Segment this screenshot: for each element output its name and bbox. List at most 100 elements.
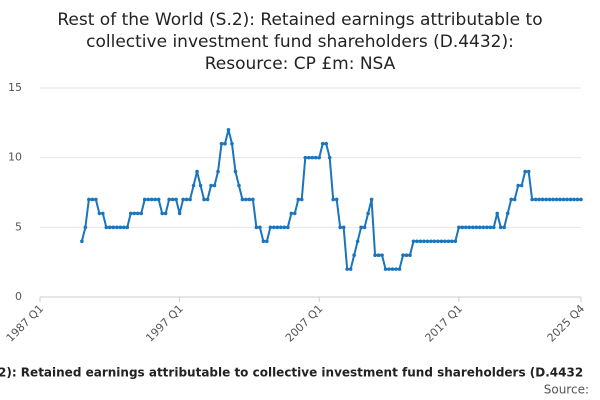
point bbox=[128, 211, 133, 216]
point bbox=[401, 253, 405, 257]
point bbox=[233, 169, 238, 174]
point bbox=[320, 141, 325, 146]
point bbox=[484, 225, 489, 230]
point bbox=[474, 225, 479, 230]
point bbox=[516, 183, 520, 188]
point bbox=[289, 211, 294, 216]
point bbox=[394, 267, 398, 271]
point bbox=[174, 197, 178, 202]
point bbox=[87, 197, 91, 202]
chart-title: Resource: CP £m: NSA bbox=[205, 54, 396, 74]
point bbox=[488, 225, 493, 230]
point bbox=[544, 197, 548, 202]
point bbox=[341, 225, 346, 230]
point bbox=[303, 155, 308, 160]
point bbox=[418, 239, 423, 244]
point bbox=[491, 225, 496, 230]
point bbox=[502, 225, 507, 230]
point bbox=[453, 239, 458, 244]
point bbox=[195, 169, 199, 174]
point bbox=[209, 183, 213, 188]
point bbox=[352, 253, 356, 257]
point bbox=[415, 239, 419, 244]
point bbox=[558, 197, 562, 202]
point bbox=[118, 225, 123, 230]
point bbox=[547, 197, 552, 202]
point bbox=[327, 155, 332, 160]
x-tick-label: 2017 Q1 bbox=[423, 302, 466, 345]
point bbox=[481, 225, 486, 230]
point bbox=[212, 183, 217, 188]
point bbox=[80, 239, 84, 244]
point bbox=[554, 197, 559, 202]
point bbox=[422, 239, 426, 244]
point bbox=[439, 239, 444, 244]
point bbox=[167, 197, 171, 202]
y-tick-label: 0 bbox=[15, 290, 22, 303]
point bbox=[397, 267, 402, 271]
point bbox=[244, 197, 248, 202]
point bbox=[523, 169, 527, 174]
point bbox=[530, 197, 534, 202]
point bbox=[317, 155, 322, 160]
point bbox=[226, 128, 231, 132]
point bbox=[359, 225, 363, 230]
point bbox=[286, 225, 290, 230]
point bbox=[125, 225, 130, 230]
point bbox=[526, 169, 531, 174]
x-tick-label: 2025 Q4 bbox=[545, 302, 588, 345]
point bbox=[191, 183, 196, 188]
point bbox=[446, 239, 451, 244]
point bbox=[272, 225, 276, 230]
point bbox=[383, 267, 388, 271]
point bbox=[198, 183, 203, 188]
point bbox=[380, 253, 384, 257]
point bbox=[310, 155, 315, 160]
point bbox=[345, 267, 349, 271]
chart-title: collective investment fund shareholders … bbox=[86, 32, 514, 52]
point bbox=[132, 211, 137, 216]
point bbox=[160, 211, 164, 216]
point bbox=[467, 225, 472, 230]
point bbox=[237, 183, 241, 188]
point bbox=[296, 197, 301, 202]
source: Source: bbox=[544, 383, 589, 397]
point bbox=[338, 225, 342, 230]
point bbox=[537, 197, 541, 202]
chart-title: Rest of the World (S.2): Retained earnin… bbox=[57, 10, 542, 30]
point bbox=[565, 197, 569, 202]
point bbox=[108, 225, 112, 230]
point bbox=[348, 267, 353, 271]
x-tick-label: 1997 Q1 bbox=[143, 302, 186, 345]
point bbox=[432, 239, 437, 244]
point bbox=[495, 211, 500, 216]
point bbox=[533, 197, 538, 202]
point bbox=[135, 211, 140, 216]
point bbox=[568, 197, 573, 202]
point bbox=[404, 253, 409, 257]
point bbox=[258, 225, 262, 230]
point bbox=[331, 197, 335, 202]
point bbox=[282, 225, 287, 230]
point bbox=[460, 225, 465, 230]
point bbox=[436, 239, 440, 244]
point bbox=[230, 141, 234, 146]
point bbox=[572, 197, 576, 202]
point bbox=[373, 253, 377, 257]
point bbox=[306, 155, 311, 160]
point bbox=[216, 169, 220, 174]
point bbox=[139, 211, 144, 216]
point bbox=[279, 225, 283, 230]
x-tick-label: 1987 Q1 bbox=[4, 302, 47, 345]
point bbox=[561, 197, 566, 202]
point bbox=[450, 239, 454, 244]
point bbox=[97, 211, 102, 216]
point bbox=[477, 225, 482, 230]
point bbox=[512, 197, 517, 202]
point bbox=[551, 197, 555, 202]
point bbox=[219, 141, 224, 146]
point bbox=[240, 197, 245, 202]
point bbox=[181, 197, 185, 202]
point bbox=[313, 155, 318, 160]
